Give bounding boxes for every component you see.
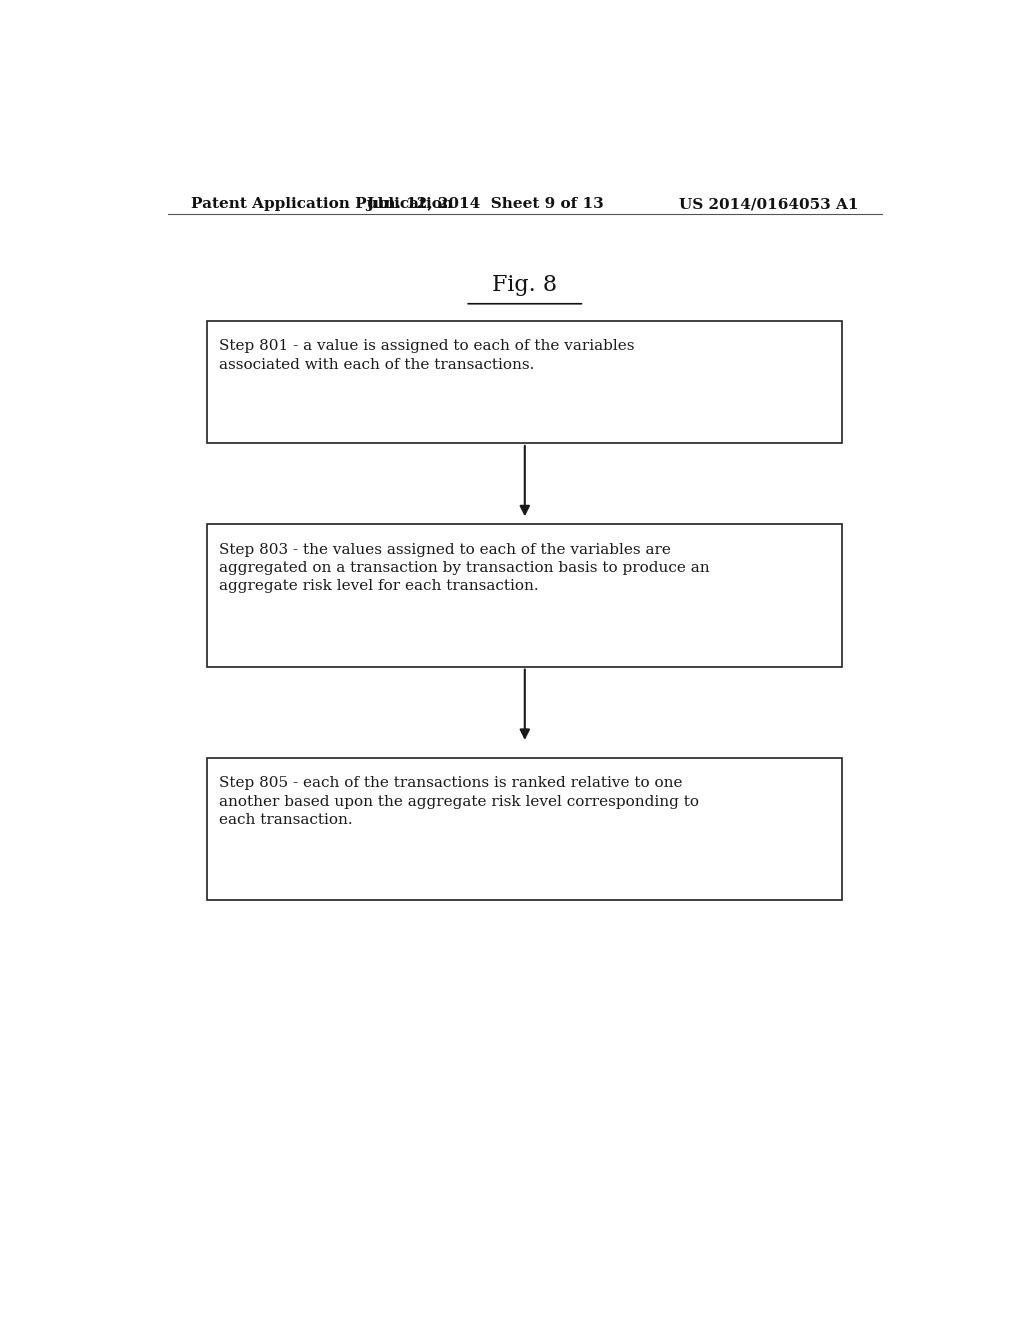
Text: Patent Application Publication: Patent Application Publication (191, 197, 454, 211)
FancyBboxPatch shape (207, 524, 842, 667)
Text: Step 801 - a value is assigned to each of the variables
associated with each of : Step 801 - a value is assigned to each o… (219, 339, 635, 372)
Text: Jun. 12, 2014  Sheet 9 of 13: Jun. 12, 2014 Sheet 9 of 13 (367, 197, 604, 211)
Text: Fig. 8: Fig. 8 (493, 275, 557, 297)
Text: Step 805 - each of the transactions is ranked relative to one
another based upon: Step 805 - each of the transactions is r… (219, 776, 699, 828)
Text: US 2014/0164053 A1: US 2014/0164053 A1 (679, 197, 858, 211)
Text: Step 803 - the values assigned to each of the variables are
aggregated on a tran: Step 803 - the values assigned to each o… (219, 543, 710, 594)
FancyBboxPatch shape (207, 321, 842, 444)
FancyBboxPatch shape (207, 758, 842, 900)
